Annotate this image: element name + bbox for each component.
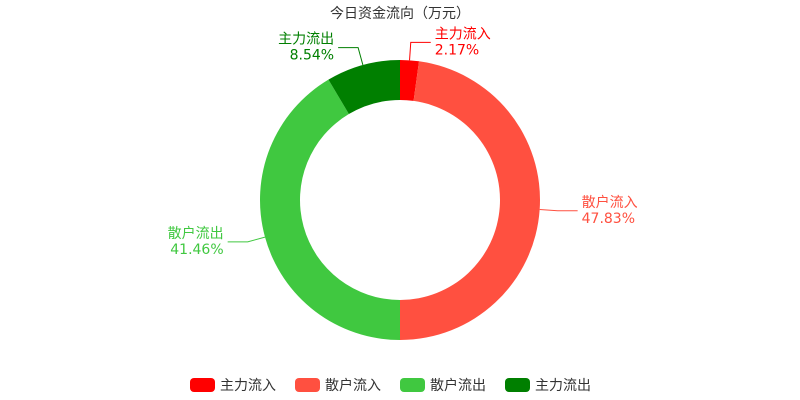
chart-title: 今日资金流向（万元） — [330, 6, 470, 22]
legend-label: 散户流出 — [430, 377, 486, 394]
slice-value-label: 47.83% — [582, 211, 635, 227]
slice — [328, 60, 400, 115]
leader-line — [409, 41, 431, 61]
slice-label: 散户流出 — [168, 225, 224, 242]
leader-line — [227, 236, 266, 243]
slice-label: 主力流入 — [435, 26, 491, 42]
slice-value-label: 2.17% — [435, 42, 479, 58]
slice — [400, 60, 420, 101]
legend-label: 主力流入 — [220, 378, 276, 394]
leader-line — [539, 209, 578, 212]
slice-value-label: 41.46% — [170, 242, 223, 258]
slice — [260, 79, 400, 341]
slice — [400, 61, 540, 340]
legend-swatch — [295, 378, 320, 392]
slice-label: 散户流入 — [582, 194, 638, 211]
legend-swatch — [190, 378, 215, 392]
slice-label: 主力流出 — [278, 32, 334, 48]
legend-swatch — [400, 378, 425, 392]
legend-swatch — [505, 378, 530, 392]
slice-value-label: 8.54% — [290, 48, 334, 64]
leader-line — [338, 47, 364, 66]
legend-label: 主力流出 — [535, 378, 591, 394]
legend-label: 散户流入 — [325, 377, 381, 394]
